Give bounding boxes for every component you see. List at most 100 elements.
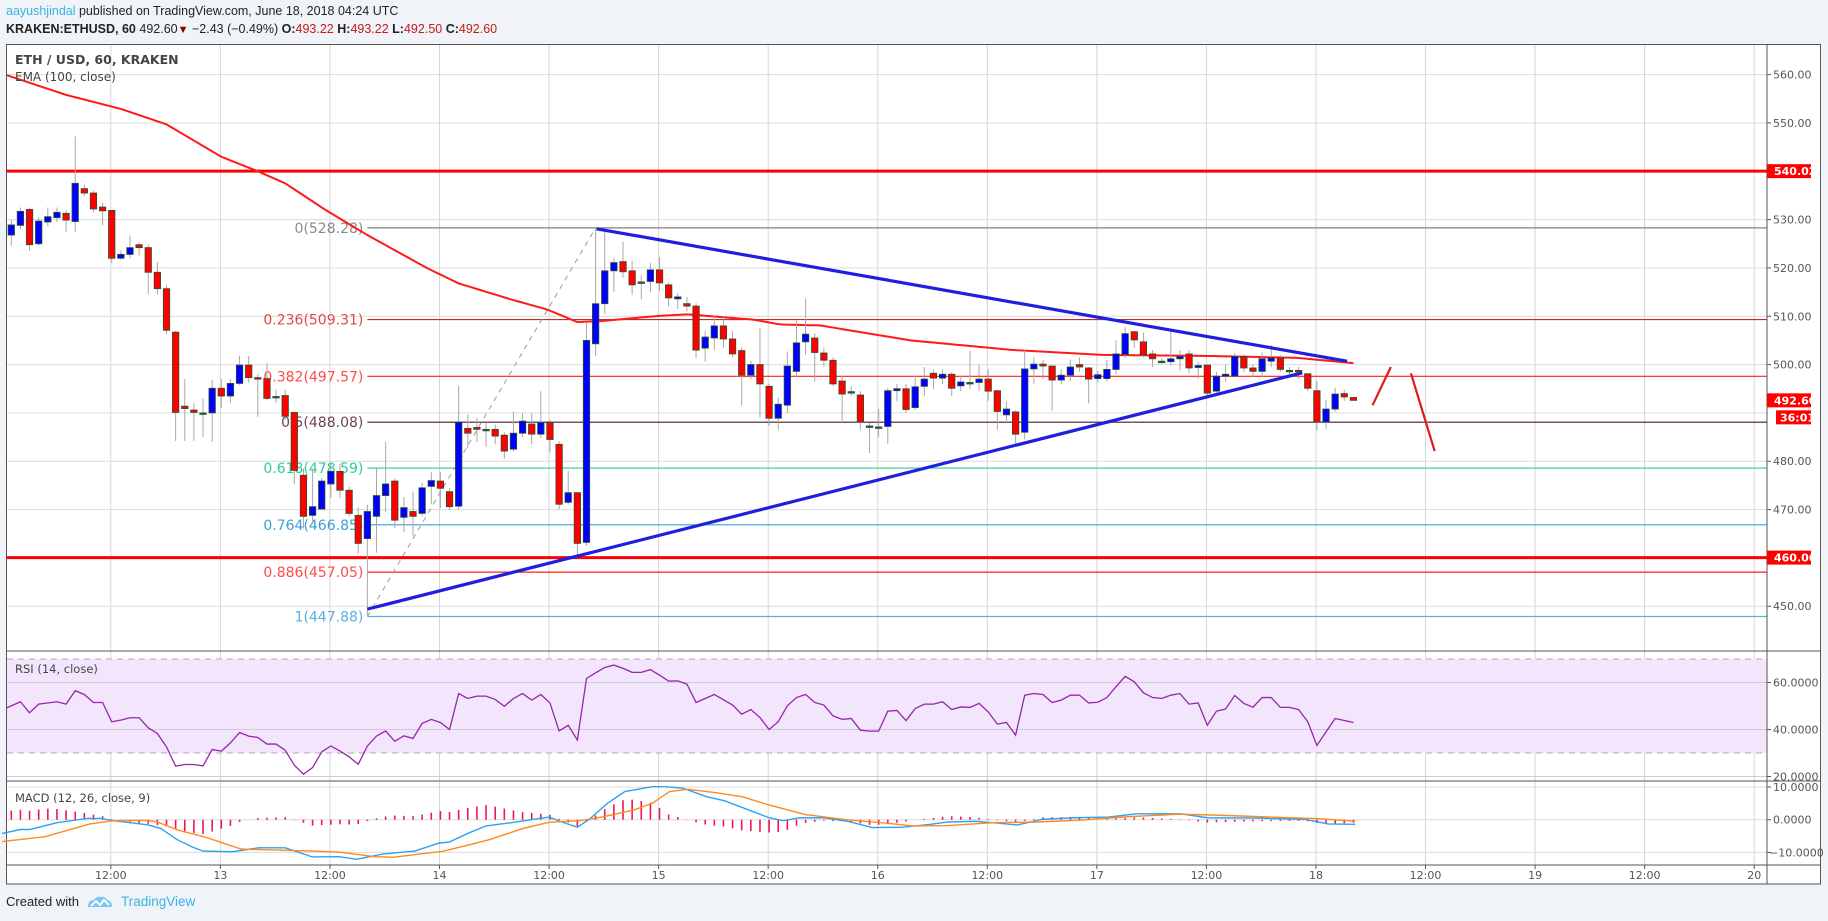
candle-body (1057, 374, 1065, 381)
candle-body (692, 305, 700, 351)
candle (1075, 357, 1084, 372)
candle-body (71, 182, 79, 222)
candle (655, 257, 664, 292)
candle-body (464, 427, 472, 434)
candle (254, 374, 262, 417)
candle-body (1276, 357, 1284, 370)
candle (811, 333, 819, 382)
candle-body (1075, 364, 1084, 368)
axes[interactable]: 560.00 550.00 530.00 520.00 510.00 500.00 480.… (0, 45, 1824, 884)
candle-body (665, 284, 673, 299)
candle-body (893, 388, 901, 392)
level-price-badge-bg (1767, 550, 1811, 565)
candle (728, 330, 737, 358)
tradingview-link[interactable]: TradingView (120, 894, 196, 909)
candle-body (272, 396, 280, 399)
low-value: 492.50 (403, 22, 443, 36)
candle-body (756, 364, 764, 385)
candle-body (1048, 365, 1056, 381)
tradingview-logo-icon[interactable] (87, 895, 113, 909)
candle-body (920, 378, 928, 387)
candle (7, 220, 15, 246)
triangle-trendline (366, 371, 1303, 611)
candle (1030, 357, 1038, 384)
candle-body (1331, 393, 1339, 410)
candle (1212, 371, 1221, 393)
rsi-pane[interactable] (6, 664, 1354, 775)
fib-level-label: 0.618(478.59) (263, 461, 363, 477)
candle-body (190, 409, 198, 413)
time-tick-label: 14 (432, 869, 446, 882)
candle (1148, 350, 1157, 367)
candle (1221, 364, 1230, 382)
candle-body (482, 428, 490, 432)
candle (1340, 389, 1348, 401)
high-label: H: (337, 22, 351, 36)
candle (372, 468, 381, 553)
candle (1085, 366, 1093, 404)
candle-body (884, 390, 892, 427)
candle (948, 372, 956, 396)
candle-body (318, 480, 326, 510)
candle (537, 391, 545, 439)
price-tick-label: 480.00 (1773, 455, 1812, 468)
candle-body (1295, 369, 1303, 373)
candle-body (162, 288, 171, 331)
candle-body (674, 296, 682, 300)
candle-body (1203, 364, 1211, 394)
candle-body (582, 340, 591, 543)
candle (491, 424, 499, 445)
candle-body (1094, 374, 1102, 379)
candle-body (1322, 408, 1330, 423)
candle-body (16, 210, 25, 226)
candle-body (875, 426, 883, 429)
rsi-legend: RSI (14, close) (15, 662, 98, 676)
candle-body (1185, 353, 1193, 369)
price-change: −2.43 (−0.49%) (191, 22, 279, 36)
candle-body (509, 432, 518, 450)
candle (235, 355, 244, 385)
macd-pane[interactable] (2, 785, 1356, 860)
candle (683, 296, 691, 312)
candle (1167, 331, 1175, 366)
main-pane[interactable]: 0(528.28) 0.236(509.31) 0.382(497.57) 0.5(4… (2, 74, 1767, 626)
candle-body (1066, 366, 1074, 376)
grid (7, 45, 1767, 865)
candle-body (592, 303, 600, 345)
candle (665, 282, 673, 307)
candle (1249, 364, 1257, 377)
candle-body (619, 261, 627, 273)
candle-body (765, 385, 773, 419)
time-tick-label: 12:00 (1410, 869, 1442, 882)
candle (555, 440, 563, 510)
candle-body (719, 325, 728, 340)
symbol-label: KRAKEN:ETHUSD, 60 (6, 22, 136, 36)
candle (1313, 381, 1321, 431)
candle-body (1349, 397, 1358, 401)
candle-body (628, 270, 636, 286)
candle-body (838, 380, 846, 395)
candle-body (966, 382, 974, 385)
ema-100-line (7, 74, 1354, 365)
candle-body (792, 342, 801, 372)
time-tick-label: 12:00 (752, 869, 784, 882)
candle-body (573, 492, 581, 544)
candle (1194, 362, 1202, 380)
high-value: 493.22 (350, 22, 389, 36)
chart-title: ETH / USD, 60, KRAKEN (15, 52, 179, 67)
candle (1276, 354, 1284, 372)
candle (409, 491, 417, 537)
candle (16, 207, 25, 230)
candle-body (1285, 369, 1294, 373)
author-link[interactable]: aayushjindal (6, 4, 76, 18)
time-tick-label: 13 (213, 869, 227, 882)
candle (190, 403, 198, 441)
candle-body (1103, 369, 1111, 379)
candle (208, 380, 216, 442)
candle-body (555, 443, 563, 505)
price-tick-label: 450.00 (1773, 600, 1812, 613)
candle (1203, 364, 1211, 399)
candle-body (500, 434, 508, 452)
candle-body (181, 405, 189, 409)
